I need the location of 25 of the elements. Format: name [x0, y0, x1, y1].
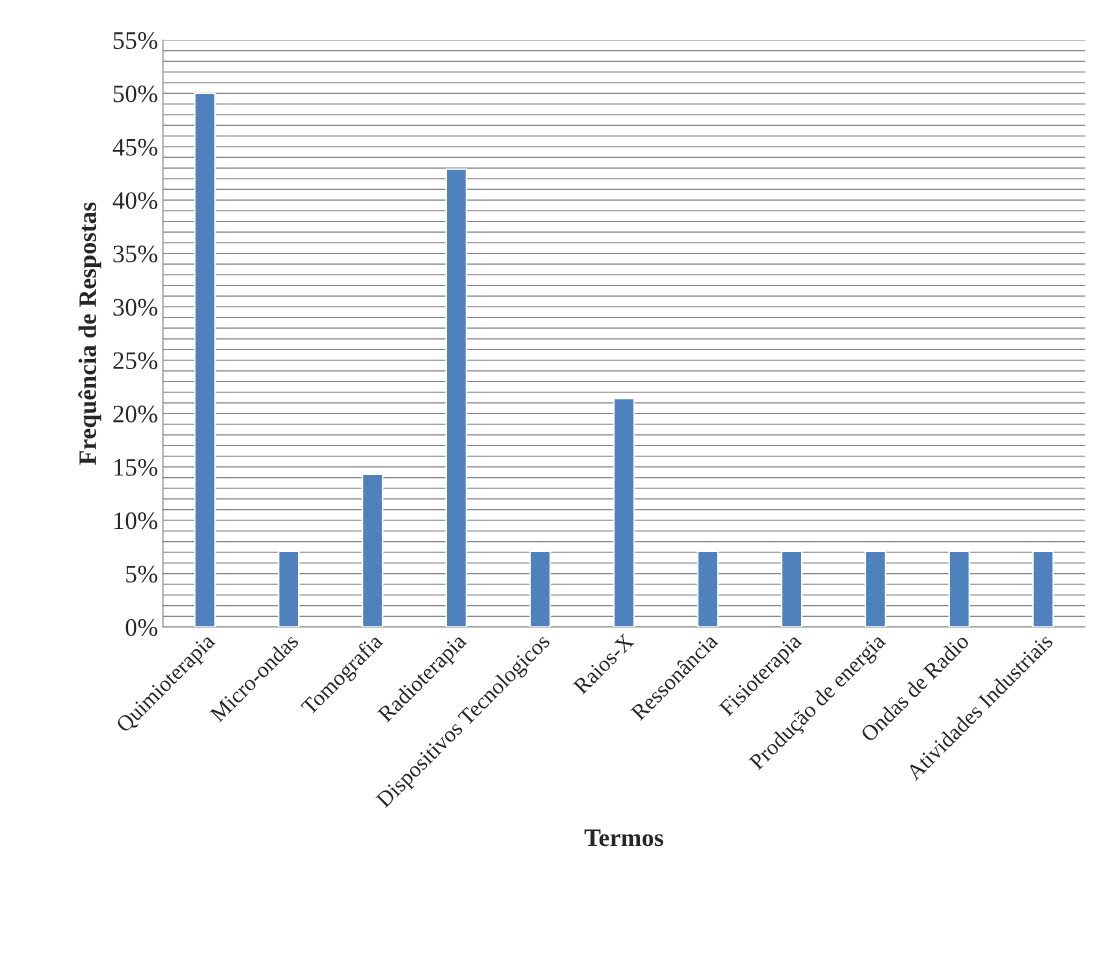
bar: [529, 550, 551, 627]
bar: [780, 550, 803, 627]
bar: [194, 92, 216, 627]
bar: [864, 550, 887, 627]
y-tick-label: 0%: [125, 619, 158, 636]
y-tick-label: 30%: [113, 298, 158, 316]
y-tick-label: 40%: [112, 192, 158, 210]
y-tick-label: 55%: [113, 32, 158, 49]
y-tick-label: 45%: [112, 138, 158, 156]
y-tick-label: 35%: [113, 245, 158, 263]
bar: [361, 473, 384, 627]
y-tick-label: 10%: [114, 512, 158, 530]
bar: [1032, 550, 1054, 627]
bar: [697, 550, 719, 627]
bar: [948, 550, 971, 627]
y-axis-title: Frequência de Respostas: [78, 202, 102, 465]
y-tick-label: 20%: [113, 405, 158, 423]
bar: [277, 550, 300, 627]
y-tick-label: 25%: [113, 352, 158, 370]
y-tick-label: 15%: [114, 458, 158, 476]
bar: [445, 168, 468, 627]
y-tick-label: 5%: [126, 565, 158, 583]
y-tick-label: 50%: [113, 85, 158, 103]
bar: [613, 397, 635, 627]
x-axis-title: Termos: [584, 829, 664, 847]
